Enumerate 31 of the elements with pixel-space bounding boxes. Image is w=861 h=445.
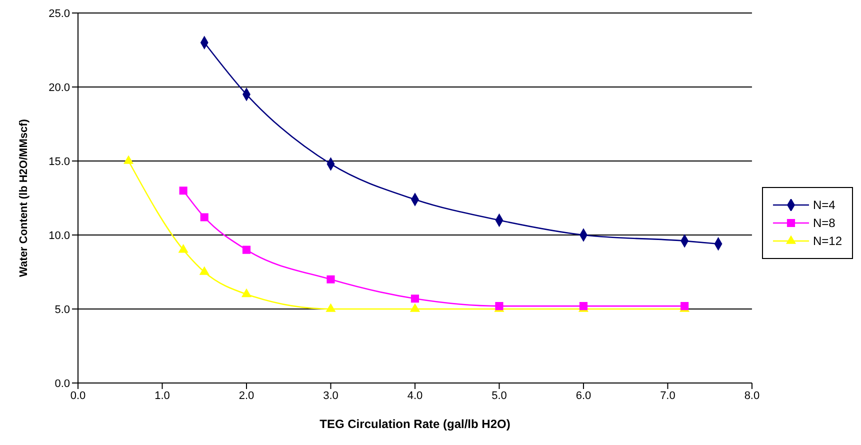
point (200, 266, 210, 275)
x-axis-title: TEG Circulation Rate (gal/lb H2O) (320, 417, 510, 431)
y-tick-label: 15.0 (48, 156, 70, 168)
y-tick-label: 25.0 (48, 8, 70, 20)
y-tick-label: 10.0 (48, 230, 70, 242)
point (124, 156, 134, 164)
point (242, 288, 252, 298)
point (178, 244, 188, 253)
point (326, 275, 335, 284)
point (242, 246, 251, 254)
x-tick-label: 1.0 (154, 390, 170, 402)
y-tick-label: 0.0 (54, 378, 70, 390)
x-tick-label: 8.0 (744, 390, 760, 402)
point (326, 304, 336, 312)
point (179, 186, 188, 195)
point (410, 304, 420, 312)
legend-label: N=12 (812, 234, 842, 248)
x-tick-label: 2.0 (238, 390, 254, 402)
x-tick-label: 0.0 (70, 390, 86, 402)
legend-label: N=8 (812, 216, 836, 230)
point (200, 213, 208, 222)
x-tick-label: 7.0 (660, 390, 676, 402)
x-tick-label: 5.0 (492, 390, 507, 402)
y-tick-label: 20.0 (48, 82, 70, 94)
point (410, 294, 420, 303)
x-tick-label: 4.0 (407, 390, 423, 402)
y-axis-title: Water Content (lb H2O/MMscf) (18, 118, 30, 277)
x-tick-label: 6.0 (576, 390, 592, 402)
y-tick-label: 5.0 (54, 304, 70, 316)
legend-label: N=4 (812, 198, 836, 212)
x-tick-label: 3.0 (323, 390, 338, 402)
